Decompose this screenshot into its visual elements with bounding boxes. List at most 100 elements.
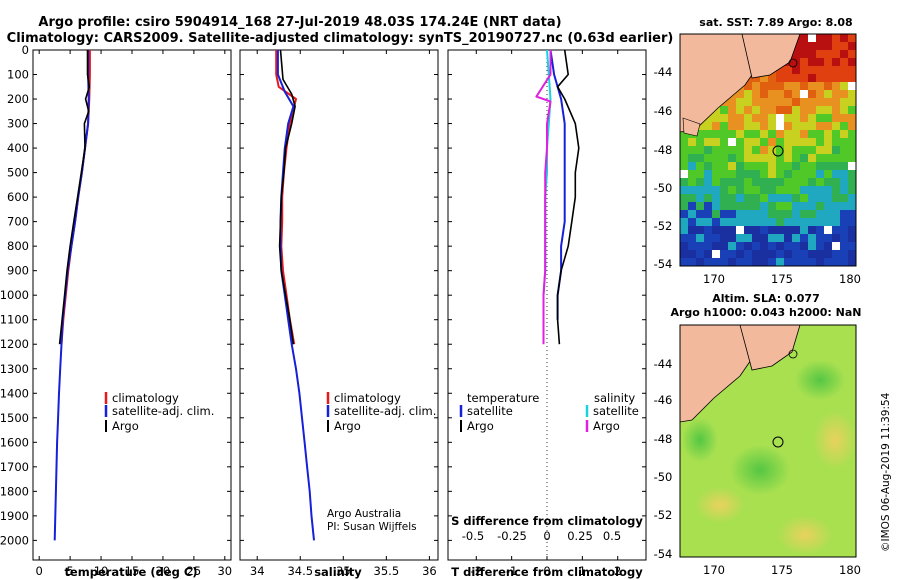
sst-cell xyxy=(720,170,728,178)
sst-cell xyxy=(728,218,736,226)
legend-salinity-title: salinity xyxy=(594,391,635,405)
sst-cell xyxy=(696,242,704,250)
sst-cell xyxy=(768,170,776,178)
sst-lon-label: 175 xyxy=(771,272,793,286)
sst-cell xyxy=(832,34,840,42)
sst-cell xyxy=(720,226,728,234)
sst-lat-label: -52 xyxy=(654,219,673,233)
sst-cell xyxy=(736,218,744,226)
sst-cell xyxy=(744,226,752,234)
sst-cell xyxy=(760,154,768,162)
sst-cell xyxy=(776,218,784,226)
sst-cell xyxy=(800,82,808,90)
argo-profile-figure: Argo profile: csiro 5904914_168 27-Jul-2… xyxy=(0,0,900,580)
sst-cell xyxy=(728,130,736,138)
sst-cell xyxy=(728,210,736,218)
sst-cell xyxy=(768,218,776,226)
sst-cell xyxy=(720,234,728,242)
sst-cell xyxy=(776,170,784,178)
sst-cell xyxy=(744,146,752,154)
sst-cell xyxy=(760,242,768,250)
sst-cell xyxy=(824,74,832,82)
sst-cell xyxy=(808,82,816,90)
depth-tick-label: 700 xyxy=(7,215,29,229)
sst-cell xyxy=(768,162,776,170)
sst-cell xyxy=(792,210,800,218)
legend-satellite-label: satellite-adj. clim. xyxy=(112,404,214,418)
sst-cell xyxy=(808,114,816,122)
sla-high-anomaly xyxy=(777,515,833,555)
sst-cell xyxy=(728,138,736,146)
sst-cell xyxy=(792,74,800,82)
sst-cell xyxy=(832,42,840,50)
sst-cell xyxy=(824,162,832,170)
x-tick-label: 30 xyxy=(217,564,232,578)
sst-cell xyxy=(848,90,856,98)
sst-cell xyxy=(784,202,792,210)
sst-cell xyxy=(688,202,696,210)
sst-cell xyxy=(712,130,720,138)
sst-cell xyxy=(728,98,736,106)
sst-cell xyxy=(704,218,712,226)
sst-cell xyxy=(848,202,856,210)
sst-cell xyxy=(792,258,800,266)
salinity-panel: 34 34.5 35 35.5 36 salinity climatology sate… xyxy=(240,50,438,579)
sst-cell xyxy=(696,138,704,146)
sst-cell xyxy=(824,242,832,250)
sst-cell xyxy=(712,162,720,170)
sst-cell xyxy=(840,66,848,74)
sst-cell xyxy=(824,194,832,202)
sst-cell xyxy=(800,74,808,82)
sst-cell xyxy=(808,242,816,250)
sst-cell xyxy=(704,186,712,194)
sst-cell xyxy=(792,170,800,178)
depth-tick-label: 1300 xyxy=(0,362,29,376)
sst-cell xyxy=(768,210,776,218)
sst-cell xyxy=(760,162,768,170)
sst-cell xyxy=(808,146,816,154)
sst-cell xyxy=(784,66,792,74)
depth-tick-label: 1700 xyxy=(0,460,29,474)
sst-cell xyxy=(784,162,792,170)
sst-cell xyxy=(840,130,848,138)
sst-cell xyxy=(752,234,760,242)
sst-cell xyxy=(720,250,728,258)
sst-cell xyxy=(768,202,776,210)
sst-cell xyxy=(680,194,688,202)
sst-cell xyxy=(736,154,744,162)
sst-cell xyxy=(816,82,824,90)
sst-cell xyxy=(752,186,760,194)
sst-cell xyxy=(824,226,832,234)
sla-lat-label: -44 xyxy=(654,357,673,371)
sst-cell xyxy=(752,250,760,258)
sst-cell xyxy=(848,218,856,226)
sst-cell xyxy=(808,154,816,162)
sst-cell xyxy=(784,98,792,106)
sla-lon-label: 180 xyxy=(839,563,861,577)
sst-cell xyxy=(680,178,688,186)
sst-cell xyxy=(808,234,816,242)
sst-cell xyxy=(736,114,744,122)
figure-subtitle: Climatology: CARS2009. Satellite-adjuste… xyxy=(7,31,674,46)
sst-cell xyxy=(816,242,824,250)
sst-cell xyxy=(840,194,848,202)
sst-cell xyxy=(840,50,848,58)
sst-cell xyxy=(808,58,816,66)
sst-cell xyxy=(800,202,808,210)
sst-cell xyxy=(824,106,832,114)
sst-cell xyxy=(704,146,712,154)
sst-cell xyxy=(680,186,688,194)
sst-cell xyxy=(816,138,824,146)
sst-cell xyxy=(816,250,824,258)
sst-cell xyxy=(696,162,704,170)
sst-lat-label: -54 xyxy=(654,257,673,271)
sst-cell xyxy=(752,210,760,218)
sst-cell xyxy=(840,34,848,42)
sst-cell xyxy=(792,114,800,122)
t-difference-xlabel: T difference from climatology xyxy=(451,565,643,579)
sst-cell xyxy=(808,122,816,130)
sst-cell xyxy=(832,122,840,130)
sst-cell xyxy=(744,162,752,170)
sst-cell xyxy=(808,106,816,114)
sst-cell xyxy=(736,170,744,178)
